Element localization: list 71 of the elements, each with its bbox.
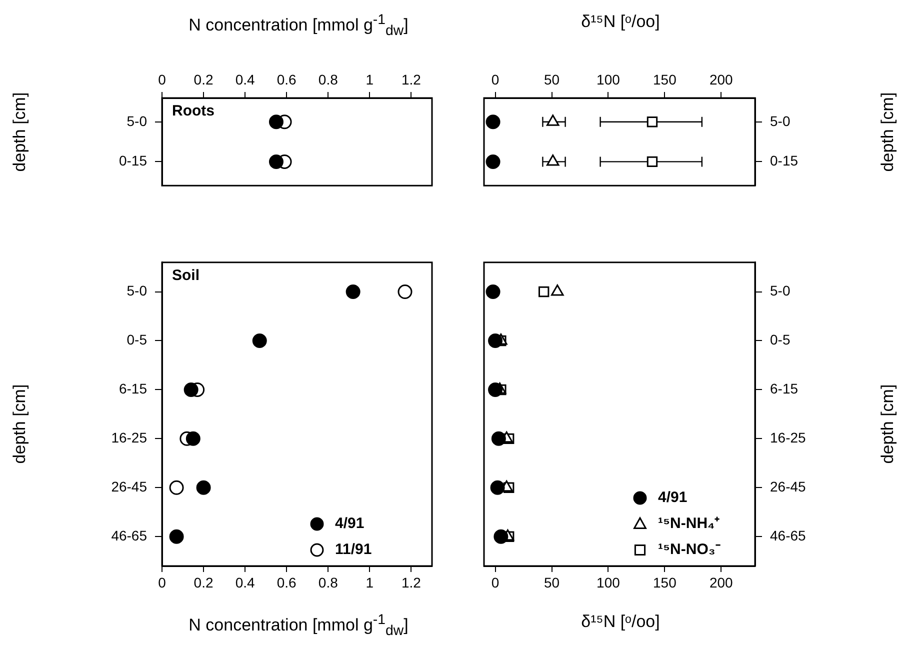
x-tick-label: 0 [491, 574, 500, 590]
point [488, 382, 503, 397]
y-tick-label: 5-0 [770, 282, 790, 299]
point [346, 284, 360, 300]
annotation: Soil [172, 267, 200, 284]
y-tick-label: 6-15 [118, 380, 148, 397]
x-tick-label: 150 [652, 71, 677, 88]
point [252, 334, 267, 348]
x-tick-label: 1.2 [401, 71, 422, 88]
legend-label: ¹⁵N-NH₄⁺ [658, 515, 720, 532]
x-tick-label: 0.8 [318, 574, 338, 590]
y-tick-label: 26-45 [770, 478, 806, 495]
point [488, 334, 503, 348]
x-tick-label: 50 [544, 71, 560, 88]
x-tick-label: 1 [366, 574, 374, 590]
y-tick-label: 5-0 [126, 282, 148, 299]
x-tick-label: 0 [158, 71, 166, 88]
y-tick-label: 0-5 [770, 332, 790, 348]
y-tick-label: 0-5 [126, 332, 148, 348]
x-tick-label: 0.6 [276, 71, 297, 88]
legend-label: 11/91 [335, 541, 372, 558]
x-tick-label: 0.2 [194, 71, 214, 88]
y-tick-label: 16-25 [111, 430, 148, 446]
y-tick-label: 5-0 [770, 112, 790, 129]
x-tick-label: 0.4 [235, 574, 256, 590]
point [491, 431, 506, 446]
x-tick-label: 150 [652, 574, 677, 590]
y2-axis-title: depth [cm] [878, 91, 898, 174]
y-tick-label: 0-15 [770, 152, 798, 169]
y-tick-label: 46-65 [111, 527, 148, 544]
point [398, 284, 412, 300]
x-axis-title: N concentration [mmol g$^{-1}$$_{dw}$] [188, 612, 410, 640]
x-axis-title: δ¹⁵N [ᵒ/oo] [580, 12, 661, 32]
y-tick-label: 6-15 [770, 380, 798, 397]
y-tick-label: 0-15 [118, 152, 148, 169]
point [184, 382, 198, 397]
x-axis-title: N concentration [mmol g$^{-1}$$_{dw}$] [188, 12, 410, 40]
x-tick-label: 100 [596, 574, 620, 590]
y-axis-title: depth [cm] [10, 91, 30, 174]
x-tick-label: 0 [491, 71, 500, 88]
legend-label: 4/91 [658, 489, 688, 506]
x-tick-label: 0.4 [235, 71, 256, 88]
x-tick-label: 200 [709, 574, 734, 590]
point [494, 529, 508, 544]
point [169, 529, 184, 544]
y-tick-label: 16-25 [770, 430, 806, 446]
x-tick-label: 1.2 [401, 574, 422, 590]
x-tick-label: 0 [158, 574, 166, 590]
point [169, 480, 184, 495]
y2-axis-title: depth [cm] [878, 383, 898, 466]
x-tick-label: 0.8 [318, 71, 338, 88]
point [538, 286, 550, 298]
x-tick-label: 200 [709, 71, 734, 88]
x-axis-title: δ¹⁵N [ᵒ/oo] [580, 612, 661, 632]
x-tick-label: 1 [366, 71, 374, 88]
legend-label: ¹⁵N-NO₃⁻ [658, 541, 720, 558]
y-tick-label: 26-45 [111, 478, 148, 495]
x-tick-label: 0.6 [276, 574, 297, 590]
point [490, 480, 505, 495]
y-axis-title: depth [cm] [10, 383, 30, 466]
point [186, 431, 200, 446]
annotation: Roots [172, 102, 214, 120]
point [196, 480, 211, 495]
x-tick-label: 0.2 [194, 574, 214, 590]
y-tick-label: 5-0 [126, 112, 148, 129]
y-tick-label: 46-65 [770, 527, 806, 544]
point [551, 284, 564, 296]
x-tick-label: 50 [544, 574, 560, 590]
legend-label: 4/91 [335, 515, 364, 532]
point [486, 284, 500, 300]
x-tick-label: 100 [596, 71, 620, 88]
